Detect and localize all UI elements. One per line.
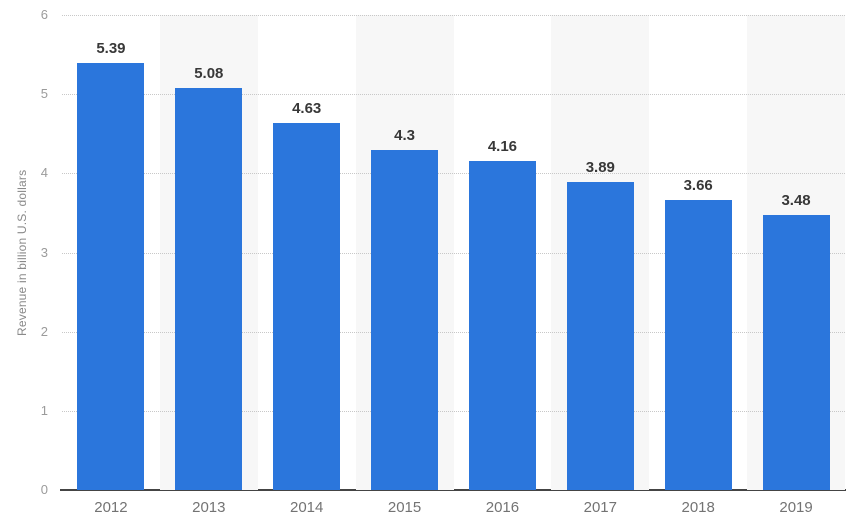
bar-2016[interactable] [468, 160, 536, 490]
value-label-2019: 3.48 [781, 191, 811, 209]
y-tick-label-6: 6 [40, 7, 48, 22]
gridline-3 [62, 252, 845, 254]
bar-2015[interactable] [371, 149, 439, 490]
value-label-2015: 4.3 [394, 126, 415, 144]
y-tick-label-5: 5 [40, 86, 48, 102]
x-tick-label-2017: 2017 [583, 499, 617, 516]
value-label-2014: 4.63 [292, 100, 322, 118]
bar-2013[interactable] [175, 87, 243, 490]
y-tick-label-4: 4 [40, 165, 48, 181]
x-tick-label-2014: 2014 [290, 499, 324, 516]
bar-2019[interactable] [762, 214, 830, 490]
y-tick-label-3: 3 [40, 244, 48, 260]
x-tick-label-2012: 2012 [94, 499, 128, 516]
bar-2017[interactable] [566, 182, 634, 490]
y-tick-label-1: 1 [40, 402, 48, 418]
bar-2014[interactable] [273, 123, 341, 490]
bar-2018[interactable] [664, 200, 732, 490]
value-label-2012: 5.39 [96, 40, 126, 58]
value-label-2018: 3.66 [683, 177, 713, 195]
gridline-1 [62, 410, 845, 412]
x-tick-label-2016: 2016 [485, 499, 520, 516]
gridline-4 [62, 173, 845, 175]
value-label-2016: 4.16 [487, 137, 518, 155]
x-tick-label-2019: 2019 [779, 499, 813, 516]
y-tick-label-0: 0 [40, 482, 48, 497]
gridline-6 [62, 15, 845, 16]
value-label-2013: 5.08 [194, 64, 224, 82]
x-tick-label-2015: 2015 [387, 499, 422, 516]
x-tick-label-2018: 2018 [681, 499, 715, 516]
gridline-2 [62, 331, 845, 333]
x-tick-label-2013: 2013 [192, 499, 226, 516]
gridline-5 [62, 94, 845, 96]
value-label-2017: 3.89 [585, 159, 615, 177]
bar-2012[interactable] [77, 63, 145, 490]
y-tick-label-2: 2 [40, 323, 48, 339]
x-axis-line [60, 489, 846, 491]
